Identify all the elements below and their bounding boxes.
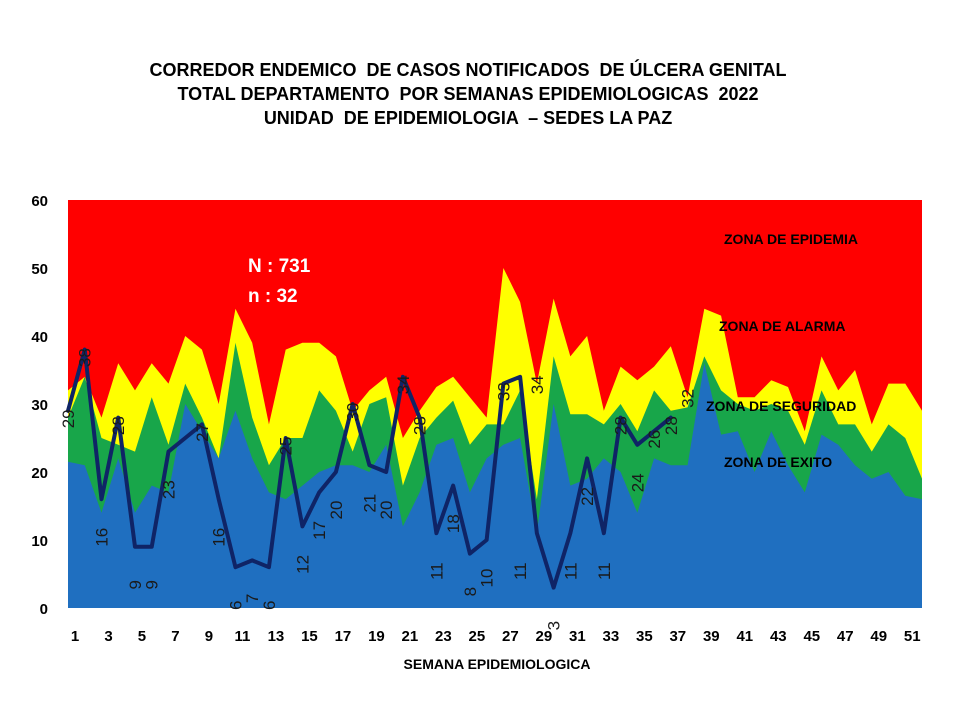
y-tick-label: 10 — [31, 533, 48, 550]
x-tick-label: 31 — [569, 628, 586, 645]
x-axis-label: SEMANA EPIDEMIOLOGICA — [404, 656, 591, 672]
data-label: 11 — [595, 562, 614, 580]
x-tick-label: 25 — [469, 628, 486, 645]
data-label: 16 — [210, 528, 229, 547]
title-line-1: CORREDOR ENDEMICO DE CASOS NOTIFICADOS D… — [149, 60, 787, 80]
data-label: 28 — [109, 416, 128, 435]
data-label: 24 — [628, 473, 647, 492]
data-label: 22 — [578, 487, 597, 506]
x-tick-label: 37 — [669, 628, 686, 645]
data-label: 23 — [159, 480, 178, 499]
data-label: 30 — [344, 403, 363, 422]
y-tick-label: 20 — [31, 465, 48, 482]
data-label: 27 — [193, 423, 212, 442]
x-tick-label: 35 — [636, 628, 653, 645]
data-label: 9 — [126, 580, 145, 589]
zone-label-zona-de-seguridad: ZONA DE SEGURIDAD — [706, 398, 856, 414]
data-label: 20 — [377, 501, 396, 520]
x-tick-label: 43 — [770, 628, 787, 645]
data-label: 32 — [679, 389, 698, 408]
data-label: 28 — [662, 416, 681, 435]
y-tick-label: 40 — [31, 329, 48, 346]
data-label: 8 — [461, 587, 480, 596]
data-label: 16 — [92, 528, 111, 547]
x-tick-label: 23 — [435, 628, 452, 645]
x-tick-label: 49 — [870, 628, 887, 645]
annotation-current-cases: n : 32 — [248, 286, 298, 307]
data-label: 6 — [260, 600, 279, 609]
x-tick-label: 9 — [205, 628, 213, 645]
y-tick-label: 60 — [31, 193, 48, 210]
x-tick-label: 27 — [502, 628, 519, 645]
data-label: 25 — [277, 437, 296, 456]
data-label: 6 — [226, 600, 245, 609]
x-tick-label: 47 — [837, 628, 854, 645]
y-tick-label: 50 — [31, 261, 48, 278]
chart-title: CORREDOR ENDEMICO DE CASOS NOTIFICADOS D… — [0, 58, 936, 130]
zone-area-zona-de-exito — [68, 363, 922, 608]
x-tick-label: 1 — [71, 628, 79, 645]
x-tick-label: 33 — [602, 628, 619, 645]
x-tick-label: 17 — [335, 628, 352, 645]
title-line-2: TOTAL DEPARTAMENTO POR SEMANAS EPIDEMIOL… — [177, 84, 759, 104]
data-label: 28 — [612, 416, 631, 435]
data-label: 7 — [243, 594, 262, 603]
title-line-3: UNIDAD DE EPIDEMIOLOGIA – SEDES LA PAZ — [263, 108, 673, 128]
x-tick-label: 39 — [703, 628, 720, 645]
x-tick-label: 51 — [904, 628, 921, 645]
annotation-total-cases: N : 731 — [248, 256, 311, 277]
data-label: 11 — [511, 562, 530, 580]
data-label: 9 — [143, 580, 162, 589]
data-label: 12 — [293, 555, 312, 574]
zone-label-zona-de-exito: ZONA DE EXITO — [724, 454, 832, 470]
data-label: 34 — [528, 375, 547, 394]
x-tick-label: 45 — [803, 628, 820, 645]
zone-label-zona-de-alarma: ZONA DE ALARMA — [719, 318, 846, 334]
data-label: 34 — [394, 375, 413, 394]
x-tick-label: 13 — [268, 628, 285, 645]
x-tick-label: 29 — [536, 628, 553, 645]
data-label: 29 — [59, 409, 78, 428]
data-label: 17 — [310, 521, 329, 540]
x-tick-label: 11 — [235, 628, 251, 645]
x-tick-label: 5 — [138, 628, 146, 645]
data-label: 38 — [76, 348, 95, 367]
data-label: 21 — [360, 494, 379, 513]
data-label: 28 — [411, 416, 430, 435]
x-tick-label: 15 — [301, 628, 318, 645]
data-label: 20 — [327, 501, 346, 520]
cases-line — [66, 347, 673, 590]
x-tick-label: 41 — [736, 628, 753, 645]
y-tick-label: 30 — [31, 397, 48, 414]
data-label: 18 — [444, 514, 463, 533]
data-label: 3 — [545, 621, 564, 630]
data-label: 11 — [561, 562, 580, 580]
data-label: 33 — [494, 382, 513, 401]
zone-label-zona-de-epidemia: ZONA DE EPIDEMIA — [724, 231, 858, 247]
x-tick-label: 21 — [402, 628, 419, 645]
data-label: 10 — [478, 569, 497, 588]
y-tick-label: 0 — [40, 601, 48, 618]
x-tick-label: 19 — [368, 628, 385, 645]
data-label: 11 — [427, 562, 446, 580]
data-label: 26 — [645, 430, 664, 449]
x-tick-label: 3 — [104, 628, 112, 645]
x-tick-label: 7 — [171, 628, 179, 645]
